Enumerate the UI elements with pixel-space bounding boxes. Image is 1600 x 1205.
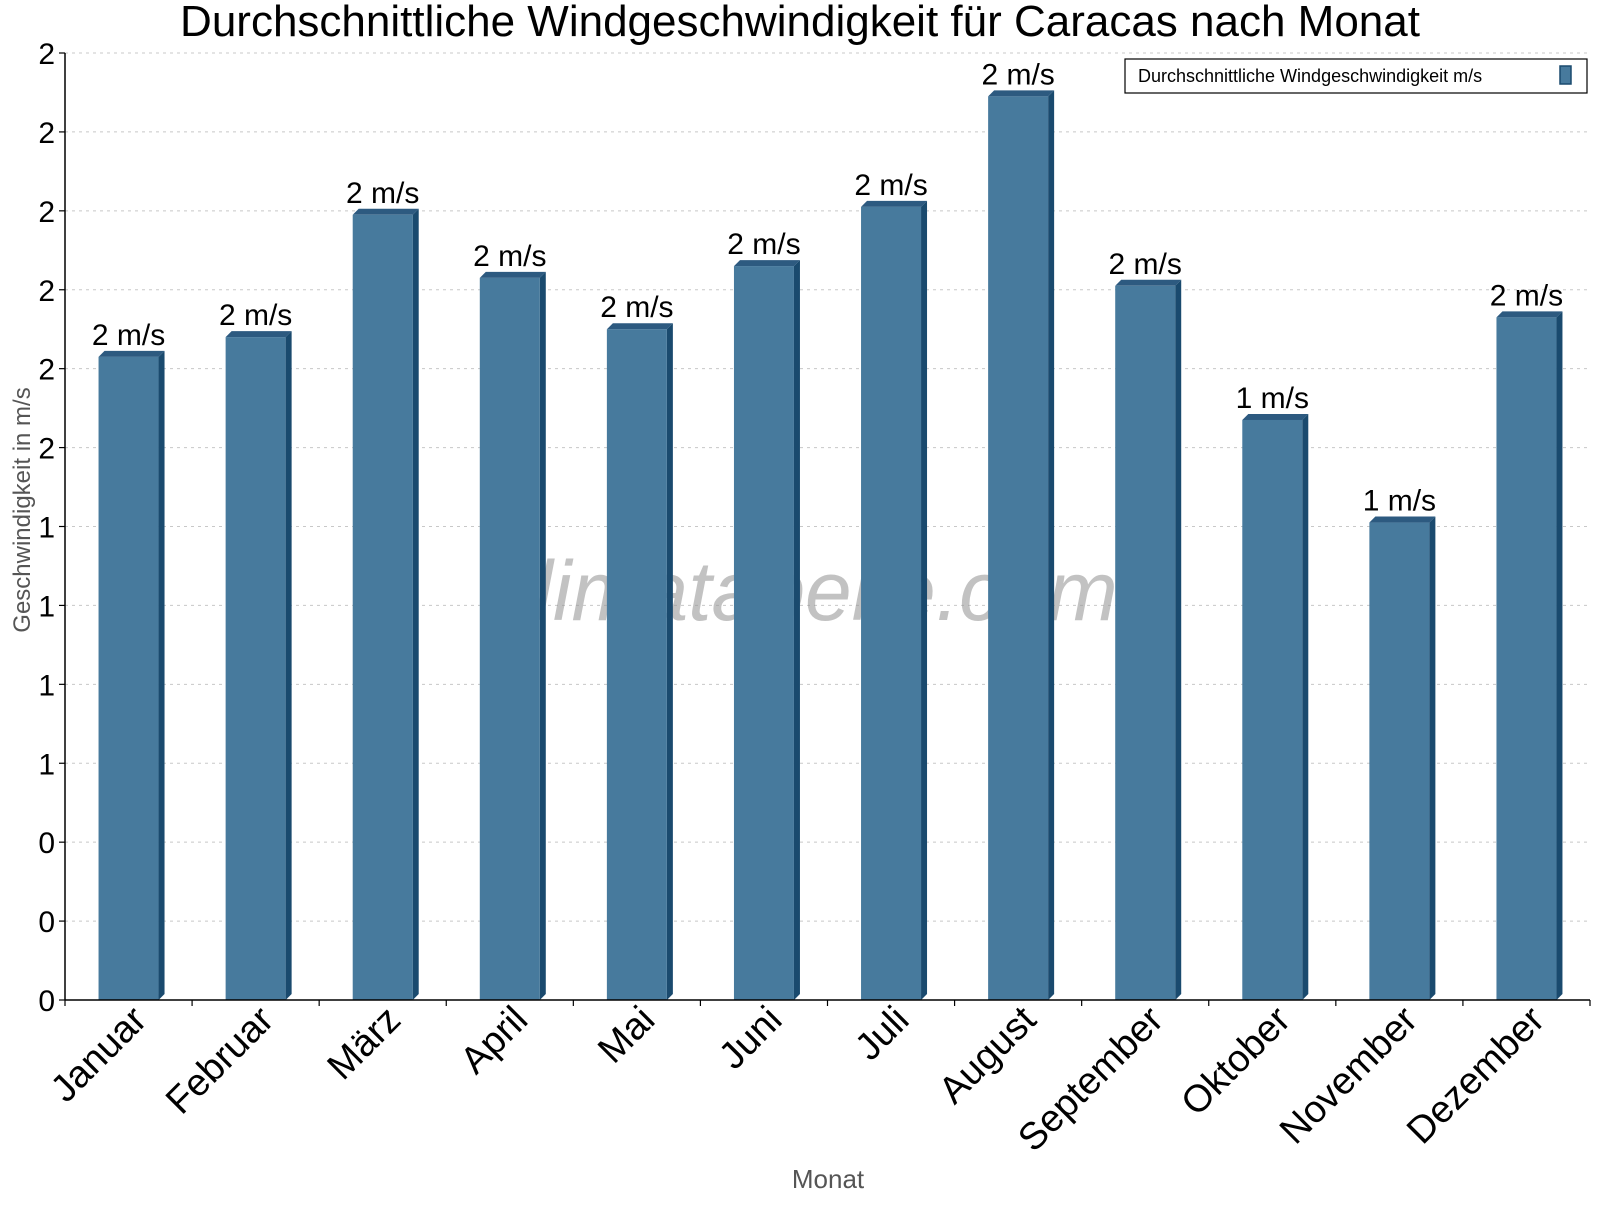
y-tick-label: 0 <box>38 985 55 1018</box>
y-tick-labels: 0 0 0 1 1 1 1 2 2 2 2 2 2 <box>38 38 55 1018</box>
bar-top <box>861 200 928 207</box>
bar-side <box>412 208 419 1000</box>
bar-side <box>921 200 928 1000</box>
data-label: 2 m/s <box>346 177 419 210</box>
bar-side <box>1175 279 1182 1000</box>
data-label: 2 m/s <box>600 291 673 324</box>
x-tick-label: August <box>931 998 1045 1112</box>
bar-top <box>1369 516 1436 523</box>
bar-top <box>352 208 419 215</box>
y-axis-title: Geschwindigkeit in m/s <box>9 387 36 632</box>
bars <box>98 90 1563 1001</box>
legend-box <box>1124 58 1588 94</box>
x-tick-labels: Januar Februar März April Mai Juni Juli AugustS… <box>43 998 1553 1159</box>
data-label: 2 m/s <box>219 299 292 332</box>
legend-swatch <box>1559 65 1572 85</box>
x-axis-title: Monat <box>792 1164 865 1194</box>
x-tick-label: November <box>1272 998 1426 1152</box>
bar <box>1369 522 1430 1000</box>
data-label: 1 m/s <box>1363 485 1436 518</box>
bar <box>1242 419 1303 1000</box>
legend-label: Durchschnittliche Windgeschwindigkeit m/… <box>1138 66 1482 86</box>
x-tick-label: Januar <box>43 998 155 1110</box>
bar <box>225 337 286 1001</box>
bar-side <box>1429 516 1436 1000</box>
bar-top <box>225 331 292 338</box>
y-tick-label: 2 <box>38 354 55 387</box>
bar-side <box>1302 413 1309 1000</box>
bar-top <box>733 260 800 267</box>
bar <box>1496 317 1557 1000</box>
y-tick-label: 2 <box>38 117 55 150</box>
grid-lines <box>65 52 1590 922</box>
x-tick-label: Februar <box>158 998 282 1122</box>
x-tick-label: Juli <box>847 999 917 1069</box>
data-label: 2 m/s <box>981 58 1054 91</box>
data-label: 2 m/s <box>854 169 927 202</box>
y-tick-label: 2 <box>38 275 55 308</box>
y-tick-label: 2 <box>38 196 55 229</box>
y-tick-label: 2 <box>38 433 55 466</box>
bar-top <box>1115 279 1182 286</box>
bar <box>733 266 794 1000</box>
bar-top <box>606 323 673 330</box>
x-tick-label: Mai <box>590 999 663 1072</box>
data-label: 2 m/s <box>92 319 165 352</box>
axes <box>59 52 1591 1006</box>
bar-side <box>539 271 546 1001</box>
bar <box>1115 285 1176 1000</box>
x-tick-label: April <box>453 999 536 1082</box>
x-tick-label: März <box>320 999 409 1088</box>
bar-top <box>1242 413 1309 420</box>
data-label: 2 m/s <box>473 240 546 273</box>
bar-top <box>98 350 165 357</box>
y-tick-label: 0 <box>38 906 55 939</box>
bar <box>98 356 159 1000</box>
y-tick-label: 1 <box>38 512 55 545</box>
y-tick-label: 1 <box>38 590 55 623</box>
legend: Durchschnittliche Windgeschwindigkeit m/… <box>1124 58 1588 94</box>
chart-title: Durchschnittliche Windgeschwindigkeit fü… <box>180 0 1420 46</box>
x-tick-label: Dezember <box>1399 998 1553 1152</box>
bar-side <box>793 260 800 1000</box>
bar-side <box>158 350 165 1000</box>
bar <box>352 214 413 1000</box>
bar-top <box>479 271 546 278</box>
x-tick-label: Oktober <box>1173 998 1299 1124</box>
bar-side <box>285 331 292 1001</box>
y-tick-label: 2 <box>38 38 55 71</box>
y-tick-label: 0 <box>38 827 55 860</box>
bar <box>988 96 1049 1000</box>
data-label: 2 m/s <box>727 228 800 261</box>
bar <box>606 329 667 1000</box>
data-labels: 2 m/s 2 m/s 2 m/s 2 m/s 2 m/s 2 m/s 2 m/s 2 m/s… <box>92 58 1563 517</box>
x-tick-label: Juni <box>711 999 790 1078</box>
data-label: 2 m/s <box>1490 279 1563 312</box>
bar-side <box>1048 90 1055 1000</box>
y-tick-label: 1 <box>38 748 55 781</box>
bar-top <box>1496 311 1563 318</box>
data-label: 1 m/s <box>1236 382 1309 415</box>
bar <box>861 206 922 1000</box>
y-tick-label: 1 <box>38 669 55 702</box>
bar-side <box>1556 311 1563 1000</box>
bar-side <box>666 323 673 1000</box>
data-label: 2 m/s <box>1109 248 1182 281</box>
bar-top <box>988 90 1055 97</box>
bar <box>479 277 540 1001</box>
